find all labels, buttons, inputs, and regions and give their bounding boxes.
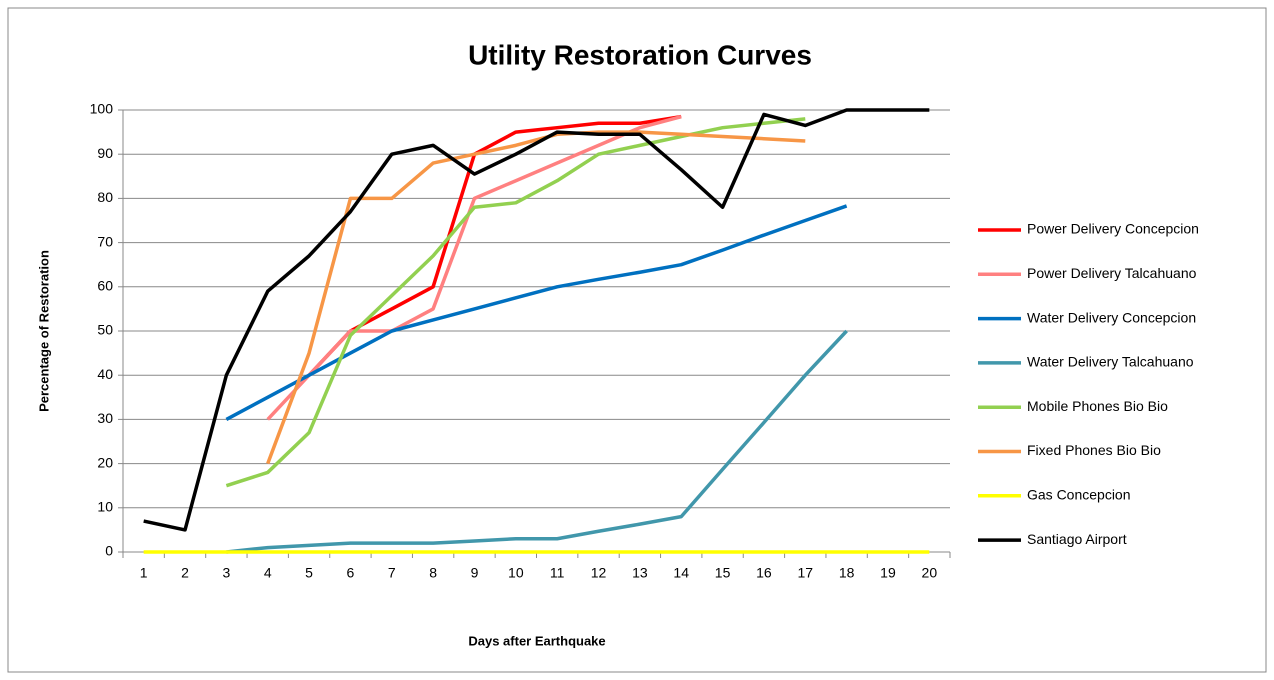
x-tick-label: 20 bbox=[922, 565, 938, 581]
legend-label: Fixed Phones Bio Bio bbox=[1027, 442, 1161, 458]
x-axis-title: Days after Earthquake bbox=[468, 633, 605, 648]
x-tick-label: 6 bbox=[347, 565, 355, 581]
y-tick-label: 80 bbox=[97, 189, 113, 205]
x-tick-label: 17 bbox=[797, 565, 813, 581]
x-tick-label: 12 bbox=[591, 565, 607, 581]
x-tick-label: 10 bbox=[508, 565, 524, 581]
x-tick-label: 9 bbox=[471, 565, 479, 581]
legend-label: Santiago Airport bbox=[1027, 531, 1127, 547]
series-line bbox=[307, 114, 682, 377]
x-tick-label: 8 bbox=[429, 565, 437, 581]
series-line bbox=[143, 108, 930, 532]
x-tick-label: 16 bbox=[756, 565, 772, 581]
y-tick-label: 30 bbox=[97, 410, 113, 426]
y-tick-label: 50 bbox=[97, 322, 113, 338]
chart-border bbox=[7, 7, 1267, 673]
legend-label: Gas Concepcion bbox=[1027, 487, 1131, 503]
y-tick-label: 70 bbox=[97, 233, 113, 249]
y-tick-label: 40 bbox=[97, 366, 113, 382]
x-tick-label: 15 bbox=[715, 565, 731, 581]
series-line bbox=[225, 204, 848, 421]
legend-label: Water Delivery Talcahuano bbox=[1027, 354, 1194, 370]
y-tick-label: 60 bbox=[97, 278, 113, 294]
x-tick-label: 5 bbox=[305, 565, 313, 581]
y-axis-title: Percentage of Restoration bbox=[36, 250, 51, 412]
x-tick-label: 4 bbox=[264, 565, 272, 581]
y-tick-label: 100 bbox=[90, 101, 114, 117]
legend-label: Mobile Phones Bio Bio bbox=[1027, 398, 1168, 414]
legend-label: Power Delivery Concepcion bbox=[1027, 221, 1199, 237]
legend-label: Water Delivery Concepcion bbox=[1027, 309, 1196, 325]
x-tick-label: 18 bbox=[839, 565, 855, 581]
series-line bbox=[225, 117, 806, 488]
series-line bbox=[266, 130, 806, 465]
x-tick-label: 3 bbox=[222, 565, 230, 581]
series-line bbox=[226, 329, 848, 554]
series-line bbox=[266, 114, 682, 421]
x-tick-label: 2 bbox=[181, 565, 189, 581]
y-tick-label: 20 bbox=[97, 454, 113, 470]
x-tick-label: 19 bbox=[880, 565, 896, 581]
chart-title: Utility Restoration Curves bbox=[468, 39, 812, 70]
x-tick-label: 11 bbox=[550, 565, 565, 581]
x-tick-label: 13 bbox=[632, 565, 648, 581]
x-tick-label: 7 bbox=[388, 565, 396, 581]
y-tick-label: 10 bbox=[97, 499, 113, 515]
y-tick-label: 90 bbox=[97, 145, 113, 161]
x-tick-label: 14 bbox=[673, 565, 689, 581]
y-tick-label: 0 bbox=[105, 543, 113, 559]
x-tick-label: 1 bbox=[140, 565, 148, 581]
legend-label: Power Delivery Talcahuano bbox=[1027, 265, 1197, 281]
